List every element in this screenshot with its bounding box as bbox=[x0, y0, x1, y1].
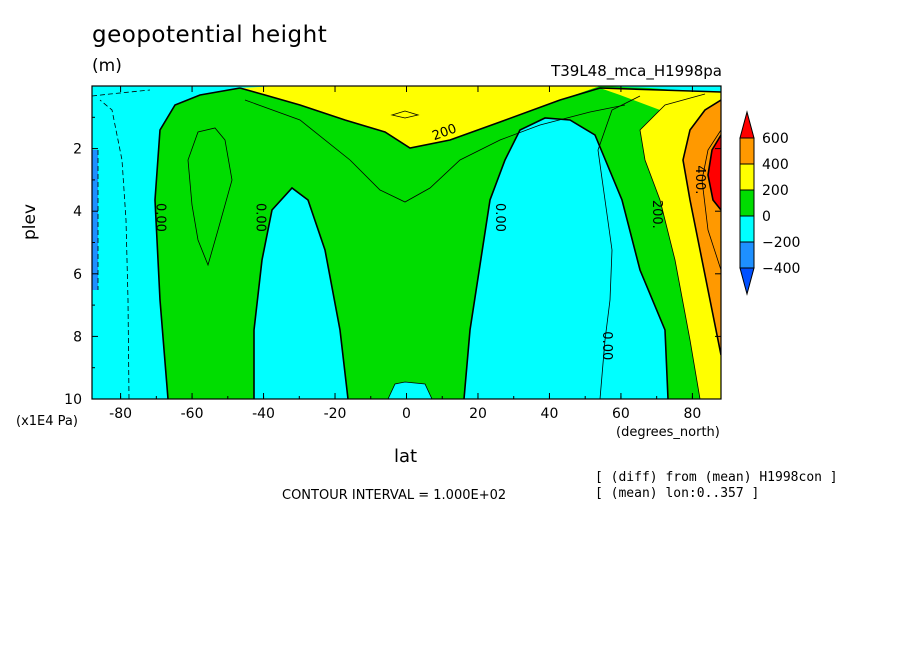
colorbar-label: 0 bbox=[762, 209, 771, 225]
x-tick-label: 60 bbox=[612, 406, 630, 422]
fill-200-400-top bbox=[240, 86, 600, 148]
y-tick-label: 10 bbox=[64, 392, 82, 408]
colorbar-label: 400 bbox=[762, 157, 789, 173]
contour-lines bbox=[92, 87, 721, 399]
contour-interval: CONTOUR INTERVAL = 1.000E+02 bbox=[282, 488, 507, 503]
colorbar-segment bbox=[739, 241, 755, 269]
contour-fills bbox=[92, 86, 721, 399]
fill-zero-200 bbox=[155, 86, 721, 399]
contour-100-right bbox=[597, 95, 641, 399]
colorbar-label: −400 bbox=[762, 261, 800, 277]
contour-400 bbox=[682, 99, 721, 356]
colorbar-label: 200 bbox=[762, 183, 789, 199]
contour-label: 0.00 bbox=[152, 203, 167, 232]
contour-neg-top bbox=[92, 89, 151, 97]
diff-note: [ (diff) from (mean) H1998con ] bbox=[595, 470, 838, 485]
y-tick-label: 8 bbox=[73, 329, 82, 345]
colorbar: 600 400 200 0 −200 −400 bbox=[739, 110, 800, 296]
x-tick-label: 20 bbox=[469, 406, 487, 422]
contour-100-left bbox=[187, 127, 233, 267]
fill-neg-blue bbox=[92, 150, 98, 290]
contour-200-top bbox=[239, 87, 721, 149]
colorbar-segment bbox=[739, 215, 755, 243]
x-tick-label: 80 bbox=[683, 406, 701, 422]
contour-eq-top bbox=[390, 110, 420, 119]
contour-zero-c bbox=[463, 117, 669, 399]
run-label: T39L48_mca_H1998pa bbox=[551, 62, 722, 80]
fill-neg-top bbox=[92, 86, 240, 105]
x-tick-label: -60 bbox=[181, 406, 204, 422]
contour-zero-b bbox=[253, 186, 349, 399]
x-tick-label: 0 bbox=[402, 406, 411, 422]
contour-100-mid bbox=[244, 99, 626, 203]
contour-eq-bottom bbox=[387, 381, 433, 399]
x-axis-label: lat bbox=[394, 446, 418, 467]
x-tick-label: -80 bbox=[109, 406, 132, 422]
x-tick-label: -40 bbox=[252, 406, 275, 422]
y-tick-label: 4 bbox=[73, 204, 82, 220]
y-axis-unit: (x1E4 Pa) bbox=[16, 414, 78, 429]
contour-label: 0.00 bbox=[252, 203, 267, 232]
colorbar-top-arrow bbox=[739, 110, 755, 139]
contour-neg100 bbox=[99, 99, 130, 399]
x-tick-label: -20 bbox=[324, 406, 347, 422]
contour-label: 400. bbox=[692, 165, 707, 194]
colorbar-label: 600 bbox=[762, 131, 789, 147]
x-axis-unit: (degrees_north) bbox=[616, 425, 720, 440]
contour-500 bbox=[701, 129, 721, 271]
colorbar-bottom-arrow bbox=[739, 267, 755, 296]
x-axis-ticks: -80 -60 -40 -20 0 20 40 60 80 bbox=[109, 86, 701, 422]
contour-label: 0.00 bbox=[599, 331, 614, 360]
mean-note: [ (mean) lon:0..357 ] bbox=[595, 486, 760, 501]
y-tick-label: 6 bbox=[73, 267, 82, 283]
colorbar-label: −200 bbox=[762, 235, 800, 251]
contour-label: 200. bbox=[649, 200, 664, 229]
contour-300-right bbox=[639, 93, 706, 399]
colorbar-segment bbox=[739, 163, 755, 191]
chart-title: geopotential height bbox=[92, 22, 328, 48]
contour-label: 0.00 bbox=[492, 203, 507, 232]
y-axis-ticks: 2 4 6 8 10 bbox=[64, 116, 721, 408]
contour-zero-a bbox=[154, 87, 241, 399]
colorbar-segment bbox=[739, 137, 755, 165]
y-axis-label: plev bbox=[20, 203, 40, 240]
x-tick-label: 40 bbox=[541, 406, 559, 422]
colorbar-segment bbox=[739, 189, 755, 217]
contour-600 bbox=[707, 134, 721, 211]
y-tick-label: 2 bbox=[73, 142, 82, 158]
chart-units: (m) bbox=[92, 56, 122, 76]
